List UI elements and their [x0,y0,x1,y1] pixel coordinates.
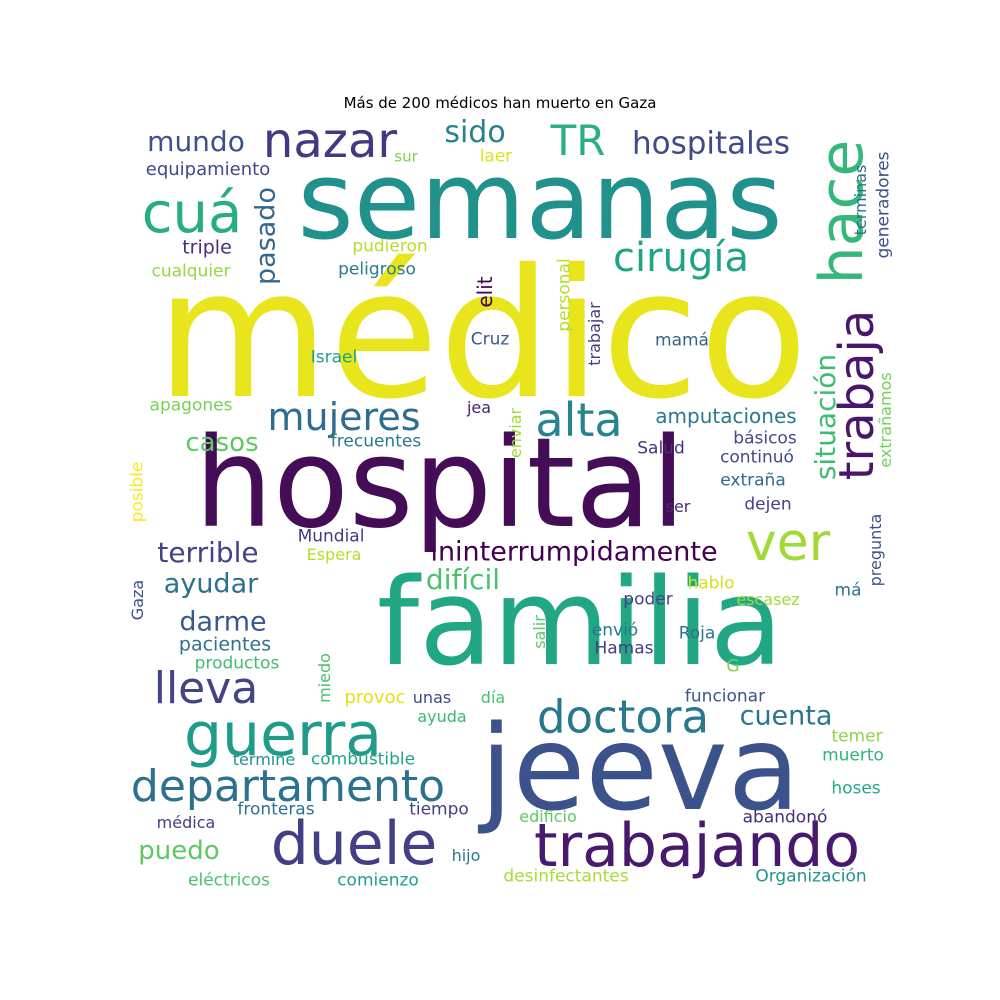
word-puedo: puedo [138,836,220,866]
word-lleva: lleva [153,663,259,714]
word-enviar: enviar [506,407,525,459]
word-edificio: edificio [519,807,577,826]
word-abandono: abandonó [742,807,828,828]
word-funcionar: funcionar [684,686,766,707]
word-pasado: pasado [250,187,282,285]
word-extranamos: extrañamos [876,372,895,468]
word-hoses: hoses [831,778,881,799]
word-generadores: generadores [873,151,894,259]
word-dejen: dejen [744,494,792,515]
word-provoc: provoc [344,687,406,708]
word-dificil: difícil [425,563,501,596]
word-organizacion: Organización [755,866,867,887]
word-temer: temer [831,726,883,747]
word-doctora: doctora [536,690,710,744]
word-poder: poder [623,589,673,610]
word-duele: duele [270,809,438,879]
word-escasez: escasez [736,590,800,609]
word-combustible: combustible [310,749,416,770]
word-elit: elit [473,276,497,308]
word-hablo: hablo [687,573,735,594]
word-hijo: hijo [451,846,481,865]
word-hamas: Hamas [594,638,654,659]
word-extrana: extraña [720,470,786,491]
word-pacientes: pacientes [178,633,272,656]
word-apagones: apagones [149,395,233,416]
word-salir: salir [530,615,549,649]
word-hospital: hospital [194,412,686,556]
word-sur: sur [394,147,418,166]
word-jea: jea [466,398,492,417]
word-jeeva: jeeva [479,699,801,837]
word-cuenta: cuenta [739,700,833,732]
word-roja: Roja [678,623,716,644]
word-mama: mamá [655,330,709,351]
word-pudieron: pudieron [352,236,428,257]
word-mujeres: mujeres [267,395,421,439]
word-desinfectantes: desinfectantes [503,866,629,887]
word-trabajar: trabajar [585,302,604,366]
word-mundial: Mundial [297,526,365,547]
word-mundo: mundo [147,125,245,158]
word-semanas: semanas [297,139,783,264]
word-basicos: básicos [733,428,797,449]
word-cua: cuá [141,181,243,246]
word-electricos: eléctricos [188,870,270,891]
word-pregunta: pregunta [866,513,885,587]
word-darme: darme [179,606,267,638]
word-israel: Israel [310,347,358,368]
word-terrible: terrible [157,536,259,569]
word-comienzo: comienzo [337,870,419,891]
word-medica: médica [156,813,216,832]
word-ser: ser [665,497,691,516]
word-familia: familia [376,554,784,693]
word-peligroso: peligroso [338,259,416,280]
word-fronteras: fronteras [237,799,315,820]
word-casos: casos [185,428,259,458]
word-productos: productos [194,653,280,674]
word-espera: Espera [306,545,362,564]
word-gaza: Gaza [128,579,147,621]
word-trabajando: trabajando [533,811,861,881]
word-guerra: guerra [183,700,383,770]
word-nazar: nazar [262,113,398,169]
chart-title: Más de 200 médicos han muerto en Gaza [343,94,657,112]
word-departamento: departamento [130,761,446,812]
word-salud: Salud [637,438,685,459]
word-cruz: Cruz [470,329,510,350]
word-equipamiento: equipamiento [145,159,271,180]
word-ayudar: ayudar [163,568,259,600]
word-miedo: miedo [315,653,334,703]
word-tiempo: tiempo [409,799,469,820]
word-personal: personal [554,258,575,332]
word-g: G [726,656,740,677]
word-termine: termine [232,750,296,769]
word-unas: unas [412,688,452,707]
word-cualquier: cualquier [151,261,231,282]
word-triple: triple [182,236,232,259]
word-amputaciones: amputaciones [655,404,797,428]
word-situacion: situación [809,353,842,481]
word-sido: sido [444,115,506,150]
word-hospitales: hospitales [631,125,791,162]
word-ininterrumpidamente: ininterrumpidamente [430,536,718,568]
word-cirugia: cirugía [613,235,749,281]
word-ver: ver [745,513,831,573]
word-frecuentes: frecuentes [330,431,422,452]
word-ayuda: ayuda [417,707,467,726]
word-continuo: continuó [720,447,794,468]
word-dia: día [480,688,506,707]
word-envio: envió [591,620,639,641]
word-tr: TR [550,116,606,165]
word-medico: médico [155,231,809,438]
word-alta: alta [535,393,623,447]
word-laer: laer [479,146,513,167]
word-ma: má [834,580,862,601]
word-terminas: terminas [851,164,870,236]
word-posible: posible [127,461,148,523]
word-muerto: muerto [822,745,884,766]
